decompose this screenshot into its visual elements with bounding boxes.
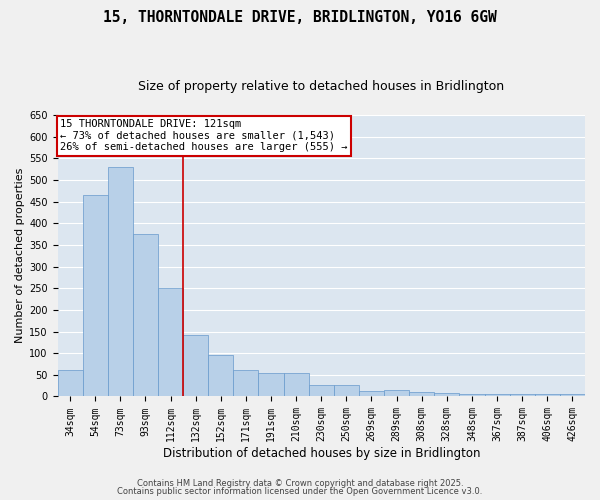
Bar — [133, 234, 158, 396]
Bar — [233, 370, 259, 396]
Text: Contains HM Land Registry data © Crown copyright and database right 2025.: Contains HM Land Registry data © Crown c… — [137, 478, 463, 488]
Bar — [509, 394, 535, 396]
Bar — [460, 394, 485, 396]
Bar — [308, 385, 334, 396]
Bar — [208, 356, 233, 397]
Bar — [259, 372, 284, 396]
Bar — [58, 370, 83, 396]
Title: Size of property relative to detached houses in Bridlington: Size of property relative to detached ho… — [138, 80, 505, 93]
Bar — [108, 167, 133, 396]
X-axis label: Distribution of detached houses by size in Bridlington: Distribution of detached houses by size … — [163, 447, 480, 460]
Bar — [384, 390, 409, 396]
Bar — [334, 385, 359, 396]
Bar — [359, 392, 384, 396]
Bar — [158, 288, 183, 397]
Bar — [183, 334, 208, 396]
Bar — [560, 394, 585, 396]
Text: Contains public sector information licensed under the Open Government Licence v3: Contains public sector information licen… — [118, 487, 482, 496]
Text: 15 THORNTONDALE DRIVE: 121sqm
← 73% of detached houses are smaller (1,543)
26% o: 15 THORNTONDALE DRIVE: 121sqm ← 73% of d… — [60, 119, 347, 152]
Bar — [83, 195, 108, 396]
Text: 15, THORNTONDALE DRIVE, BRIDLINGTON, YO16 6GW: 15, THORNTONDALE DRIVE, BRIDLINGTON, YO1… — [103, 10, 497, 25]
Y-axis label: Number of detached properties: Number of detached properties — [15, 168, 25, 344]
Bar — [434, 394, 460, 396]
Bar — [485, 394, 509, 396]
Bar — [284, 372, 308, 396]
Bar — [535, 394, 560, 396]
Bar — [409, 392, 434, 396]
